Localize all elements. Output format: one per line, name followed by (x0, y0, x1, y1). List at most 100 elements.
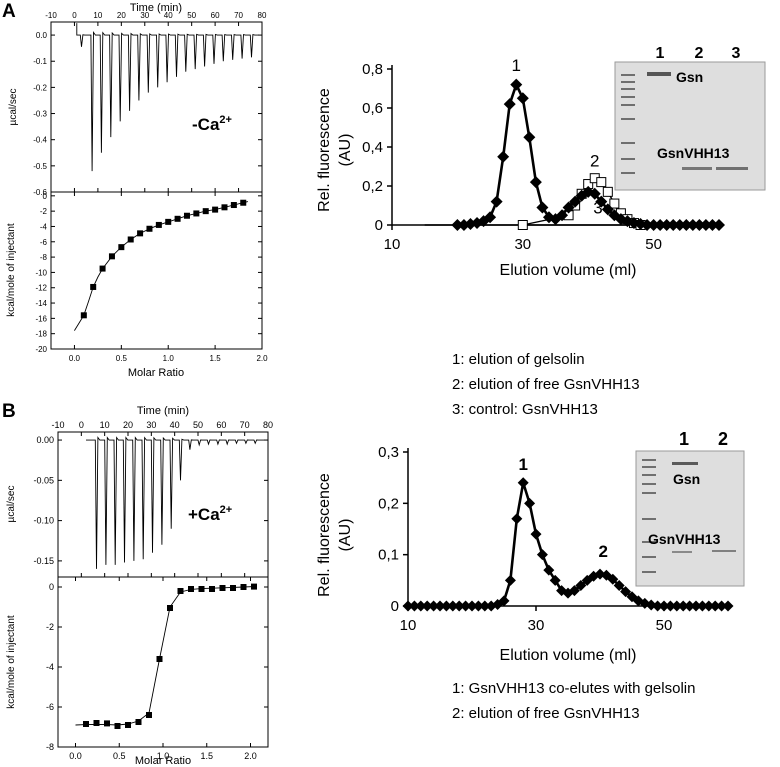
itc-data-point (127, 236, 134, 243)
sec-ytick-label: 0 (391, 598, 399, 615)
sec-ytick-label: 0,2 (378, 495, 399, 512)
itc-data-point (174, 215, 181, 222)
sec-profile-point (647, 219, 660, 231)
gel-a-ladder-band (621, 142, 635, 144)
gel-b-ladder-band (642, 518, 656, 520)
sec-profile-point (498, 595, 510, 607)
itc-top-ytick-label: -0.4 (33, 136, 47, 145)
gel-b-ladder-band (642, 474, 656, 476)
sec-profile-point (671, 600, 683, 612)
sec-profile-point (693, 219, 706, 231)
sec-profile-point (434, 600, 446, 612)
itc-thermogram-trace (86, 436, 265, 569)
sec-b-ylabel-line1: Rel. fluorescence (316, 473, 333, 597)
sec-profile-point (490, 195, 503, 208)
itc-top-ytick-label: 0.0 (36, 31, 48, 40)
sec-profile-point (421, 600, 433, 612)
itc-bottom-ytick-label: -2 (46, 622, 54, 632)
gel-a-lane-3-label: 3 (732, 45, 741, 62)
sec-ytick-label: 0,3 (378, 444, 399, 461)
itc-a-binding-isotherm: Molar Ratio kcal/mole of injectant 0.0 0.… (6, 191, 268, 379)
itc-bottom-xtick-label: 2.0 (244, 751, 257, 761)
gel-a-ladder-band (621, 172, 635, 174)
itc-top-xtick-label: 40 (164, 11, 173, 20)
gel-a-ladder-band (621, 74, 635, 76)
sec-profile-point (451, 219, 464, 231)
plus-calcium-label: +Ca2+ (188, 504, 232, 524)
itc-bottom-ytick-label: -16 (35, 314, 47, 323)
sec-b-elution-profile: Rel. fluorescence (AU) Elution volume (m… (316, 444, 734, 664)
panel-a-letter: A (2, 1, 16, 22)
gel-a-ladder-band (621, 158, 635, 160)
itc-thermogram-trace (76, 23, 259, 172)
sec-profile-point (440, 600, 452, 612)
itc-bottom-ytick-label: -18 (35, 330, 47, 339)
minus-calcium-superscript: 2+ (219, 114, 232, 126)
itc-bottom-xtick-label: 0.5 (116, 354, 128, 363)
itc-bottom-ytick-label: -10 (35, 268, 47, 277)
itc-top-xtick-label: 0 (72, 11, 77, 20)
itc-data-point (188, 586, 194, 592)
gel-a-band-gsn-lane1 (647, 72, 671, 76)
itc-data-point (118, 244, 125, 251)
sec-profile-point (524, 497, 536, 509)
gel-a-ladder-band (621, 96, 635, 98)
itc-bottom-ytick-label: -12 (35, 284, 47, 293)
itc-bottom-xtick-label: 1.0 (163, 354, 175, 363)
sec-peak-label: 2 (598, 542, 607, 561)
sec-profile-point (660, 219, 673, 231)
gel-b-ladder-band (642, 556, 656, 558)
itc-bottom-ytick-label: -8 (46, 742, 54, 752)
gel-b-ladder-band (642, 466, 656, 468)
itc-b-top-ylabel: µcal/sec (6, 486, 17, 523)
gel-a-ladder-band (621, 88, 635, 90)
sec-profile-point (706, 219, 719, 231)
gel-b-band-gsn-lane1 (672, 462, 698, 465)
itc-data-point (251, 583, 257, 590)
itc-bottom-xtick-label: 0.5 (113, 751, 126, 761)
sec-profile-point (530, 528, 542, 540)
itc-bottom-ytick-label: -4 (40, 222, 48, 231)
gel-b-gsn-label: Gsn (673, 471, 700, 487)
sec-profile-point (677, 600, 689, 612)
itc-data-point (240, 199, 247, 206)
gel-b-ladder-band (642, 492, 656, 494)
itc-a-bottom-frame (50, 191, 263, 350)
itc-data-point (165, 218, 172, 225)
itc-data-point (104, 720, 110, 727)
gel-a-ladder (621, 74, 635, 174)
sec-profile-point (673, 219, 686, 231)
sec-profile-point (588, 187, 601, 200)
legend-a-item: 3: control: GsnVHH13 (452, 401, 598, 418)
sec-profile-point (722, 600, 734, 612)
itc-top-xtick-label: 80 (263, 420, 273, 430)
sec-profile-point (536, 201, 549, 214)
sec-b-xlabel: Elution volume (ml) (500, 647, 637, 664)
itc-bottom-xtick-label: 1.5 (200, 751, 213, 761)
itc-b-molar-ratio-label: Molar Ratio (135, 755, 191, 767)
sec-profile-point (658, 600, 670, 612)
itc-data-point (177, 588, 184, 594)
sec-profile-point (575, 579, 587, 591)
sec-profile-point (601, 203, 614, 216)
sec-profile-point (556, 209, 569, 222)
itc-bottom-ytick-label: 0 (49, 582, 54, 592)
sec-ytick-label: 0,6 (362, 100, 383, 117)
gel-a-vhh-label: GsnVHH13 (657, 145, 730, 161)
sec-profile-point (686, 219, 699, 231)
sec-profile-point (408, 600, 420, 612)
itc-data-point (90, 283, 97, 290)
legend-b-item: 2: elution of free GsnVHH13 (452, 705, 640, 722)
sec-control-line (424, 177, 641, 226)
itc-data-point (125, 722, 131, 728)
sec-a-elution-profile: Rel. fluorescence (AU) Elution volume (m… (316, 56, 725, 279)
itc-data-point (135, 719, 142, 725)
sec-b-ylabel-line2: (AU) (337, 519, 354, 552)
sec-profile-point (516, 92, 529, 105)
itc-top-xtick-label: -10 (51, 420, 64, 430)
sec-profile-point (504, 574, 516, 586)
itc-data-point (137, 230, 144, 237)
itc-top-xtick-label: 20 (123, 420, 133, 430)
minus-calcium-label: -Ca2+ (192, 114, 232, 134)
itc-top-xtick-label: 20 (117, 11, 126, 20)
